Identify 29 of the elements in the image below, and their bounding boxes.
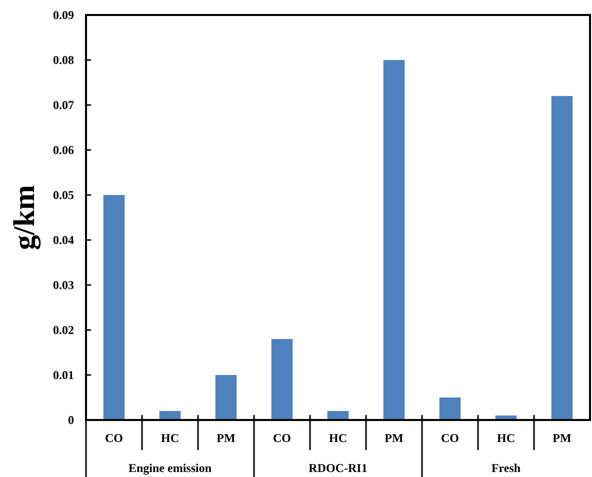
bar	[215, 375, 237, 420]
y-tick-label: 0.02	[53, 323, 74, 338]
x-tick-label: PM	[552, 431, 572, 445]
text: RDOC-RI1	[308, 461, 368, 475]
x-tick-label: CO	[273, 431, 291, 445]
bar	[383, 60, 405, 420]
x-tick-label: PM	[216, 431, 236, 445]
y-tick-label: 0.01	[53, 368, 74, 382]
y-tick-label: 0.08	[53, 53, 74, 68]
y-axis-title: g/km	[8, 184, 41, 250]
text: Engine emission	[128, 461, 212, 475]
y-tick-label: 0.09	[53, 8, 74, 22]
y-tick-label: 0.04	[53, 233, 74, 248]
text: Fresh	[491, 461, 521, 475]
bar	[271, 339, 293, 420]
bar	[439, 398, 461, 420]
y-tick-label: 0.07	[53, 98, 74, 112]
y-tick-label: 0.05	[53, 188, 74, 202]
x-tick-label: HC	[329, 431, 347, 445]
bar	[103, 195, 125, 420]
x-tick-label: PM	[384, 431, 404, 445]
y-tick-label: 0.03	[53, 278, 74, 292]
x-tick-label: HC	[497, 431, 515, 445]
bar	[551, 96, 573, 420]
x-tick-label: CO	[105, 431, 123, 445]
x-tick-label: HC	[161, 431, 179, 445]
y-tick-label: 0	[68, 413, 74, 428]
y-tick-label: 0.06	[53, 143, 74, 158]
x-tick-label: CO	[441, 431, 459, 445]
